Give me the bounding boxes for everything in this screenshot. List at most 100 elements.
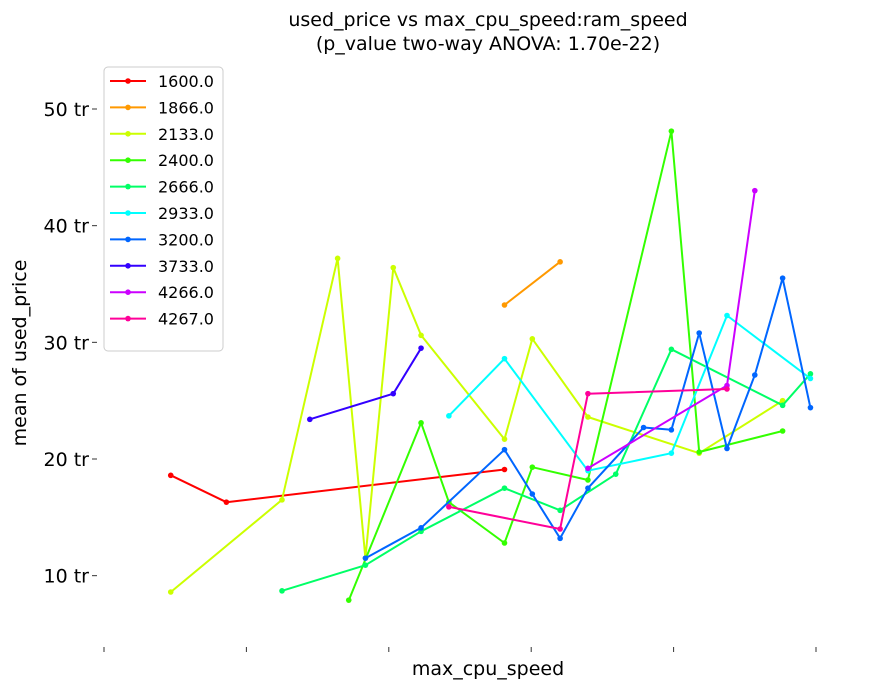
data-point — [529, 336, 536, 342]
x-axis-label: max_cpu_speed — [412, 658, 564, 680]
data-point — [779, 402, 786, 409]
legend-label: 3200.0 — [158, 230, 214, 249]
series-3200.0 — [362, 275, 814, 561]
data-point — [696, 449, 702, 455]
series-2666.0 — [279, 346, 814, 594]
legend: 1600.0 1866.0 2133.0 2400.0 2666.0 2933.0 3200… — [103, 66, 224, 352]
data-point — [501, 355, 508, 362]
data-point — [668, 346, 675, 353]
data-point — [807, 404, 814, 411]
legend-item: 4267.0 — [110, 310, 214, 329]
data-point — [167, 589, 174, 595]
data-point — [585, 390, 591, 397]
data-point — [446, 413, 452, 419]
data-point — [585, 414, 591, 420]
legend-marker — [125, 236, 131, 243]
data-point — [557, 259, 563, 265]
y-axis: 10 tr 20 tr 30 tr 40 tr 50 tr — [44, 99, 97, 588]
series-4267.0 — [446, 386, 730, 532]
data-point — [585, 477, 591, 483]
data-point — [501, 436, 508, 442]
data-point — [724, 386, 730, 392]
data-point — [501, 446, 508, 453]
data-point — [279, 497, 285, 503]
data-point — [668, 450, 675, 456]
data-point — [668, 128, 675, 134]
legend-item: 2133.0 — [110, 125, 214, 144]
legend-item: 1866.0 — [110, 98, 214, 117]
legend-item: 4266.0 — [110, 283, 214, 302]
data-point — [557, 535, 563, 542]
data-point — [446, 504, 452, 510]
legend-item: 3733.0 — [110, 257, 214, 276]
data-point — [529, 464, 536, 470]
chart-title-line1: used_price vs max_cpu_speed:ram_speed — [288, 9, 687, 31]
data-point — [501, 466, 508, 473]
y-axis-label: mean of used_price — [9, 260, 31, 447]
legend-label: 2933.0 — [158, 204, 214, 223]
data-point — [167, 472, 174, 479]
data-point — [334, 255, 341, 262]
y-tick-label: 20 tr — [44, 449, 90, 471]
series-4266.0 — [585, 187, 758, 472]
series-2400.0 — [345, 128, 786, 603]
y-tick-label: 50 tr — [44, 99, 90, 121]
legend-item: 2400.0 — [110, 151, 214, 170]
legend-marker — [125, 131, 131, 137]
legend-marker — [125, 183, 131, 190]
y-tick-label: 30 tr — [44, 332, 90, 354]
data-point — [752, 372, 758, 378]
y-tick-label: 40 tr — [44, 216, 90, 238]
data-point — [345, 597, 352, 603]
series-line — [448, 314, 812, 472]
data-point — [418, 420, 424, 426]
data-point — [779, 397, 786, 404]
x-axis — [103, 647, 817, 652]
data-point — [279, 588, 285, 594]
legend-item: 1600.0 — [110, 72, 214, 91]
data-point — [779, 428, 786, 434]
y-tick-label: 10 tr — [44, 566, 90, 588]
data-point — [529, 491, 536, 497]
series-line — [503, 261, 561, 306]
data-point — [612, 471, 619, 477]
data-point — [779, 275, 786, 281]
data-point — [501, 485, 508, 491]
legend-label: 4267.0 — [158, 310, 214, 329]
data-point — [390, 390, 397, 397]
legend-label: 4266.0 — [158, 283, 214, 302]
legend-label: 2133.0 — [158, 125, 214, 144]
data-point — [640, 424, 647, 431]
series-1600.0 — [167, 466, 508, 505]
legend-marker — [125, 263, 131, 269]
data-point — [557, 526, 563, 532]
data-point — [390, 264, 397, 271]
data-point — [362, 555, 369, 561]
data-point — [418, 345, 424, 351]
legend-marker — [125, 104, 131, 111]
legend-marker — [125, 289, 131, 296]
legend-label: 3733.0 — [158, 257, 214, 276]
data-point — [418, 525, 424, 531]
series-1866.0 — [501, 259, 563, 308]
data-point — [752, 187, 758, 194]
data-point — [696, 330, 702, 336]
data-point — [307, 416, 313, 423]
legend-label: 1600.0 — [158, 72, 214, 91]
data-point — [668, 427, 675, 433]
data-point — [501, 540, 508, 546]
legend-label: 2400.0 — [158, 151, 214, 170]
chart-title-line2: (p_value two-way ANOVA: 1.70e-22) — [316, 33, 660, 55]
legend-marker — [125, 315, 131, 322]
legend-marker — [125, 78, 131, 84]
legend-label: 2666.0 — [158, 178, 214, 197]
series-3733.0 — [307, 345, 424, 423]
data-point — [418, 332, 424, 339]
data-point — [807, 371, 814, 377]
series-line — [448, 388, 728, 530]
data-point — [362, 562, 369, 568]
data-point — [585, 465, 591, 472]
data-point — [724, 312, 730, 319]
data-point — [724, 445, 730, 452]
